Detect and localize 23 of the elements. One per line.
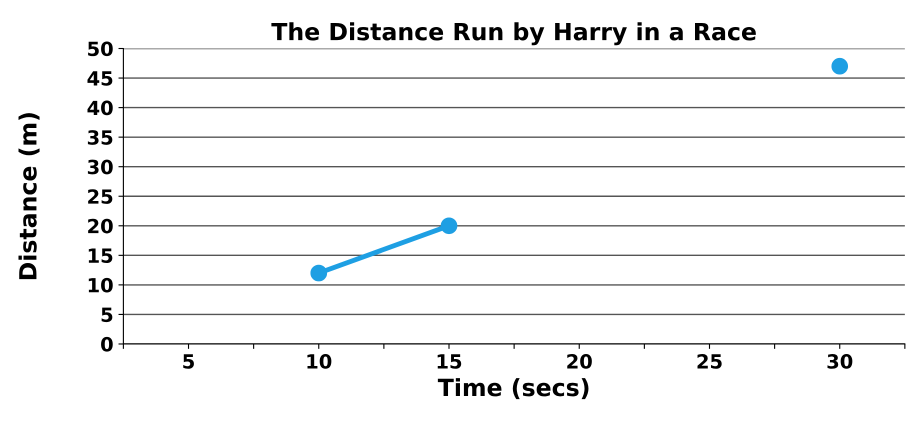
x-tick-label: 25: [698, 354, 722, 369]
y-tick-label: 45: [87, 71, 112, 86]
y-tick-label: 35: [88, 130, 112, 145]
point: [440, 217, 458, 234]
point: [310, 264, 328, 282]
x-tick-label: 5: [183, 354, 194, 369]
x-tick-label: 30: [828, 354, 852, 369]
y-tick-label: 15: [88, 248, 112, 264]
point: [831, 58, 848, 75]
y-axis-title: Distance (m): [18, 113, 40, 280]
x-axis-title: Time (secs): [438, 378, 588, 400]
y-tick-label: 30: [88, 160, 113, 174]
x-tick-label: 15: [438, 354, 462, 369]
y-tick-label: 10: [88, 278, 113, 293]
y-tick-label: 25: [88, 189, 112, 204]
x-tick-label: 10: [307, 354, 332, 369]
y-tick-label: 5: [102, 308, 112, 322]
y-tick-label: 50: [88, 41, 113, 56]
chart-title: The Distance Run by Harry in a Race: [271, 22, 756, 46]
y-tick-label: 0: [101, 336, 113, 352]
y-tick-label: 20: [88, 218, 113, 234]
x-tick-label: 20: [567, 354, 592, 369]
y-tick-label: 40: [87, 100, 113, 116]
